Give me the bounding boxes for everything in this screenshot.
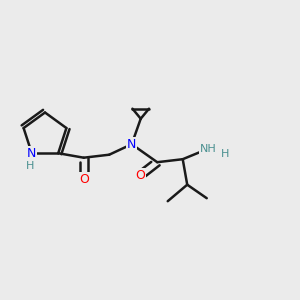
Text: N: N [27, 147, 37, 160]
Text: H: H [220, 149, 229, 159]
Text: NH: NH [200, 144, 217, 154]
Text: N: N [127, 138, 136, 151]
Text: H: H [26, 161, 34, 171]
Text: O: O [135, 169, 145, 182]
Text: O: O [79, 173, 89, 186]
